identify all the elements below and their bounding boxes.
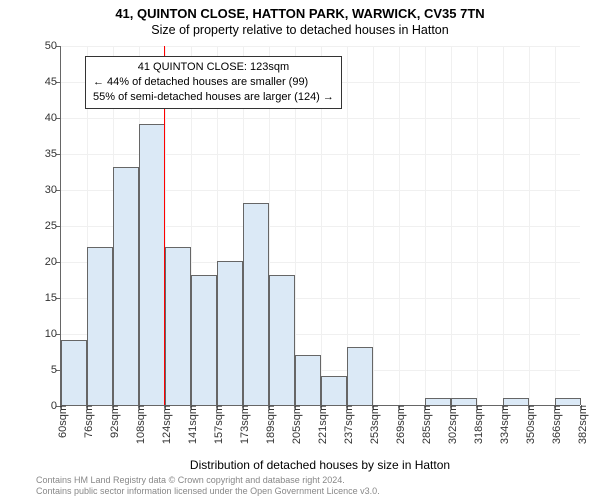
histogram-bar <box>555 398 581 405</box>
histogram-bar <box>113 167 139 405</box>
x-tick-label: 318sqm <box>469 405 485 444</box>
x-tick-label: 269sqm <box>391 405 407 444</box>
chart-title: 41, QUINTON CLOSE, HATTON PARK, WARWICK,… <box>0 0 600 21</box>
footer-attribution: Contains HM Land Registry data © Crown c… <box>36 475 380 496</box>
x-tick-label: 108sqm <box>131 405 147 444</box>
x-tick-label: 285sqm <box>417 405 433 444</box>
y-tick-label: 5 <box>51 364 61 376</box>
plot-area: 0510152025303540455060sqm76sqm92sqm108sq… <box>60 46 580 406</box>
x-tick-label: 124sqm <box>157 405 173 444</box>
y-tick-label: 15 <box>45 292 61 304</box>
footer-line2: Contains public sector information licen… <box>36 486 380 496</box>
y-tick-label: 40 <box>45 112 61 124</box>
x-tick-label: 141sqm <box>183 405 199 444</box>
annotation-line: 41 QUINTON CLOSE: 123sqm <box>93 60 334 75</box>
histogram-bar <box>61 340 87 405</box>
annotation-box: 41 QUINTON CLOSE: 123sqm← 44% of detache… <box>85 56 342 109</box>
histogram-bar <box>217 261 243 405</box>
x-tick-label: 60sqm <box>53 405 69 438</box>
histogram-bar <box>347 347 373 405</box>
histogram-bar <box>139 124 165 405</box>
x-tick-label: 382sqm <box>573 405 589 444</box>
y-tick-label: 25 <box>45 220 61 232</box>
y-tick-label: 20 <box>45 256 61 268</box>
histogram-bar <box>243 203 269 405</box>
x-axis-label: Distribution of detached houses by size … <box>60 458 580 472</box>
annotation-line: 55% of semi-detached houses are larger (… <box>93 90 334 105</box>
histogram-bar <box>191 275 217 405</box>
x-tick-label: 253sqm <box>365 405 381 444</box>
footer-line1: Contains HM Land Registry data © Crown c… <box>36 475 380 485</box>
x-tick-label: 189sqm <box>261 405 277 444</box>
x-tick-label: 205sqm <box>287 405 303 444</box>
histogram-bar <box>451 398 477 405</box>
x-tick-label: 76sqm <box>79 405 95 438</box>
y-tick-label: 45 <box>45 76 61 88</box>
histogram-bar <box>321 376 347 405</box>
histogram-bar <box>165 247 191 405</box>
x-tick-label: 237sqm <box>339 405 355 444</box>
y-tick-label: 35 <box>45 148 61 160</box>
x-tick-label: 92sqm <box>105 405 121 438</box>
histogram-bar <box>87 247 113 405</box>
histogram-bar <box>269 275 295 405</box>
y-tick-label: 30 <box>45 184 61 196</box>
annotation-line: ← 44% of detached houses are smaller (99… <box>93 75 334 90</box>
chart-subtitle: Size of property relative to detached ho… <box>0 21 600 41</box>
x-tick-label: 173sqm <box>235 405 251 444</box>
histogram-bar <box>425 398 451 405</box>
histogram-bar <box>295 355 321 405</box>
x-tick-label: 366sqm <box>547 405 563 444</box>
y-tick-label: 10 <box>45 328 61 340</box>
x-tick-label: 334sqm <box>495 405 511 444</box>
x-tick-label: 221sqm <box>313 405 329 444</box>
chart-container: 41, QUINTON CLOSE, HATTON PARK, WARWICK,… <box>0 0 600 500</box>
x-tick-label: 350sqm <box>521 405 537 444</box>
x-tick-label: 157sqm <box>209 405 225 444</box>
x-tick-label: 302sqm <box>443 405 459 444</box>
histogram-bar <box>503 398 529 405</box>
y-tick-label: 50 <box>45 40 61 52</box>
